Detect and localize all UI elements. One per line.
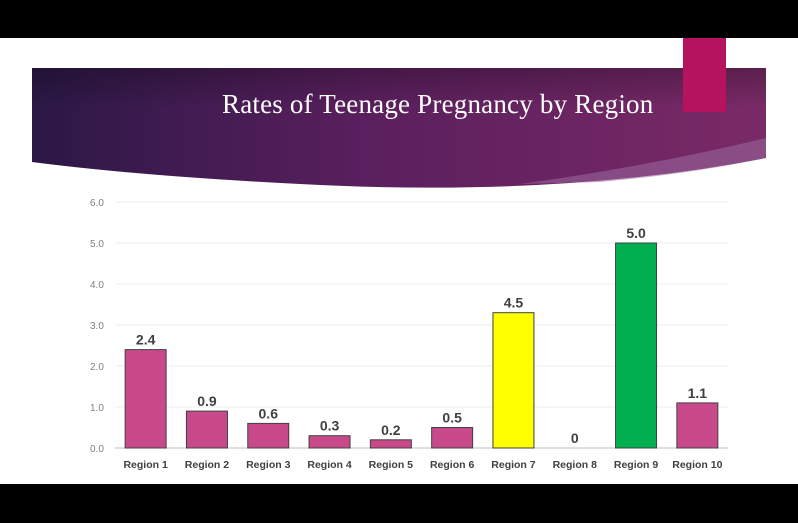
bar-value-label: 0.9: [197, 393, 217, 409]
bar: [431, 427, 474, 449]
x-category-label: Region 7: [491, 459, 535, 471]
y-tick-label: 0.0: [90, 444, 104, 455]
y-tick-label: 1.0: [90, 403, 104, 414]
x-category-label: Region 1: [123, 459, 167, 471]
x-category-label: Region 8: [553, 459, 597, 471]
bar-value-label: 2.4: [136, 332, 156, 348]
bars: [124, 242, 719, 449]
bar: [308, 435, 351, 449]
title-banner: [32, 68, 766, 188]
bar: [124, 349, 167, 449]
x-category-label: Region 6: [430, 459, 474, 471]
bar: [185, 410, 228, 449]
bar-chart: 0.0 1.0 2.0 3.0 4.0 5.0 6.0 2.4 0.9 0.6 0.3 0.2 0.5…: [90, 198, 728, 471]
bar-value-label: 0.3: [320, 418, 340, 434]
x-category-label: Region 10: [672, 459, 722, 471]
x-axis-categories: Region 1 Region 2 Region 3 Region 4 Region 5…: [123, 459, 722, 471]
bar-value-label: 0.6: [259, 405, 279, 421]
bar-value-label: 4.5: [504, 295, 524, 311]
bar: [615, 242, 658, 449]
y-tick-label: 3.0: [90, 321, 104, 332]
bar: [247, 422, 290, 449]
y-tick-label: 4.0: [90, 280, 104, 291]
y-tick-label: 2.0: [90, 362, 104, 373]
x-category-label: Region 5: [369, 459, 413, 471]
slide-title: Rates of Teenage Pregnancy by Region: [222, 89, 654, 119]
bar-value-label: 0.5: [442, 410, 462, 426]
data-labels: 2.4 0.9 0.6 0.3 0.2 0.5 4.5 0 5.0 1.1: [136, 225, 707, 446]
letterbox-top: [0, 0, 798, 38]
letterbox-bottom: [0, 484, 798, 523]
banner-swoosh: [520, 138, 766, 184]
bar-value-label: 0: [571, 430, 579, 446]
y-tick-label: 5.0: [90, 239, 104, 250]
bar-value-label: 1.1: [688, 385, 708, 401]
bar: [676, 402, 719, 449]
accent-tab: [683, 38, 726, 112]
x-category-label: Region 2: [185, 459, 229, 471]
x-category-label: Region 3: [246, 459, 290, 471]
y-axis-ticks: 0.0 1.0 2.0 3.0 4.0 5.0 6.0: [90, 198, 104, 455]
x-category-label: Region 4: [307, 459, 351, 471]
x-category-label: Region 9: [614, 459, 658, 471]
bar-value-label: 0.2: [381, 422, 401, 438]
y-tick-label: 6.0: [90, 198, 104, 209]
bar: [492, 312, 535, 449]
bar-value-label: 5.0: [626, 225, 646, 241]
bar: [369, 439, 412, 449]
slide: Rates of Teenage Pregnancy by Region 0.0…: [0, 38, 798, 484]
